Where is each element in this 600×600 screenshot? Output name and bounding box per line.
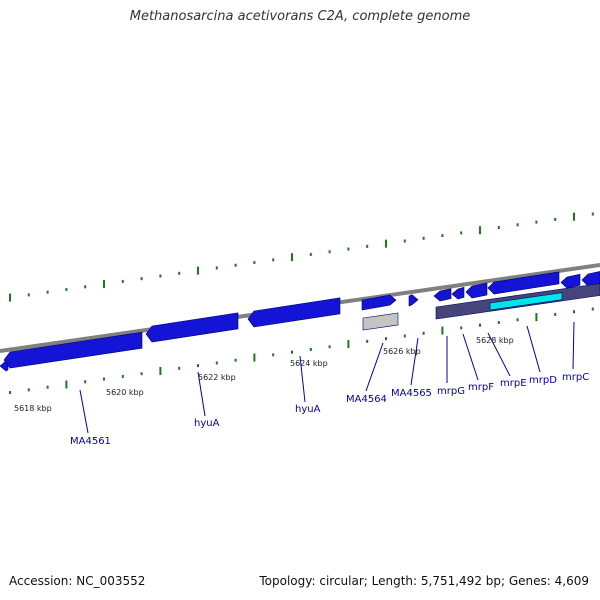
gene-arrow xyxy=(361,294,397,311)
gene-label: mrpG xyxy=(437,386,465,397)
gene-arrow xyxy=(581,271,600,287)
gene-leader-line xyxy=(526,325,541,373)
scale-label: 5626 kbp xyxy=(383,347,421,356)
gene-arrow xyxy=(3,331,143,369)
scale-label: 5618 kbp xyxy=(14,404,52,413)
gene-arrow xyxy=(145,312,239,343)
gene-arrow xyxy=(408,294,419,307)
gene-label: mrpC xyxy=(562,372,589,383)
map-title: Methanosarcina acetivorans C2A, complete… xyxy=(129,9,471,24)
gene-box xyxy=(362,312,399,331)
gene-label: MA4561 xyxy=(70,436,111,447)
gene-leader-line xyxy=(410,337,419,386)
gene-label: MA4564 xyxy=(346,394,387,405)
gene-arrow xyxy=(433,288,452,302)
scale-label: 5620 kbp xyxy=(106,388,144,397)
gene-leader-line xyxy=(487,332,511,377)
gene-label: mrpE xyxy=(500,378,527,389)
gene-label: MA4565 xyxy=(391,388,432,399)
accession-text: Accession: NC_003552 xyxy=(9,574,146,588)
label-track: 5618 kbp 5620 kbp 5622 kbp 5624 kbp 5626 kbp… xyxy=(14,321,589,447)
gene-arrow xyxy=(451,286,465,300)
scale-label: 5628 kbp xyxy=(476,336,514,345)
gene-box-highlight xyxy=(489,292,563,311)
gene-label: hyuA xyxy=(295,404,321,415)
gene-leader-line xyxy=(197,371,206,417)
gene-arrow xyxy=(487,271,560,295)
gene-track xyxy=(0,271,600,372)
gene-leader-line xyxy=(365,342,384,392)
lower-tick-track xyxy=(9,307,594,395)
scale-label: 5624 kbp xyxy=(290,359,328,368)
gene-arrow xyxy=(465,282,488,299)
gene-leader-line xyxy=(462,333,479,381)
gene-leader-line xyxy=(299,355,306,403)
gene-leader-line xyxy=(79,389,89,434)
gene-arrow xyxy=(560,273,581,289)
gene-arrow xyxy=(247,297,341,328)
genome-summary-text: Topology: circular; Length: 5,751,492 bp… xyxy=(259,574,589,588)
scale-label: 5622 kbp xyxy=(198,373,236,382)
gene-leader-line xyxy=(572,321,575,370)
gene-label: mrpF xyxy=(468,382,494,393)
upper-tick-track xyxy=(9,212,594,302)
gene-label: hyuA xyxy=(194,418,220,429)
gene-label: mrpD xyxy=(529,375,557,386)
